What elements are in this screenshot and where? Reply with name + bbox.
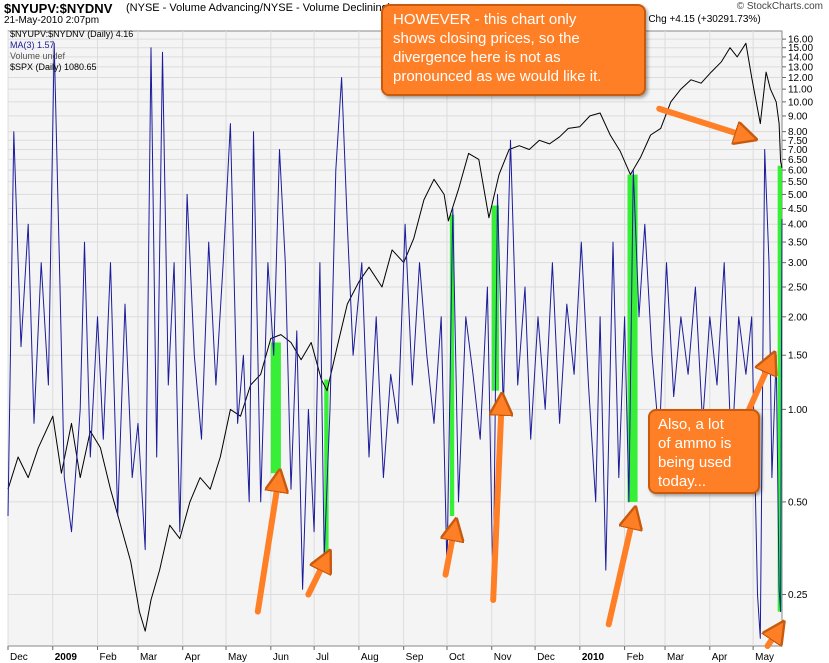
legend-entry-volume: Volume undef: [10, 51, 66, 61]
callout-2-line: being used: [658, 454, 732, 471]
y-tick-label: 3.50: [788, 238, 808, 249]
callout-1-line: shows closing prices, so the: [393, 30, 580, 47]
x-tick-label: Dec: [537, 652, 555, 663]
y-tick-label: 3.00: [788, 258, 808, 269]
x-tick-label: Dec: [10, 652, 28, 663]
highlight-zone: [627, 174, 638, 502]
y-tick-label: 2.00: [788, 312, 808, 323]
x-tick-label: Mar: [140, 652, 158, 663]
x-tick-label: Jul: [316, 652, 329, 663]
x-axis: Dec 2009 Feb Mar Apr May Jun Jul Aug Sep Oct Nov Dec…: [7, 646, 774, 663]
x-tick-label: Mar: [667, 652, 685, 663]
y-tick-label: 5.00: [788, 190, 808, 201]
highlight-zone: [777, 165, 782, 612]
annotation-arrow: [446, 522, 456, 578]
y-tick-label: 4.00: [788, 220, 808, 231]
change-readout: 6 Chg +4.15 (+30291.73%): [640, 14, 761, 25]
y-tick-label: 8.00: [788, 127, 808, 138]
y-tick-label: 0.50: [788, 497, 808, 508]
y-tick-label: 13.00: [788, 62, 813, 73]
y-tick-label: 11.00: [788, 85, 813, 96]
y-tick-label: 2.50: [788, 282, 808, 293]
y-tick-label: 16.00: [788, 35, 813, 46]
ratio-series: [7, 42, 783, 639]
y-tick-label: 4.50: [788, 204, 808, 215]
x-tick-label: Apr: [712, 652, 728, 663]
chart-description: (NYSE - Volume Advancing/NYSE - Volume D…: [126, 2, 392, 14]
x-tick-label: Aug: [361, 652, 379, 663]
x-tick-label: Sep: [406, 652, 424, 663]
stockcharts-brand[interactable]: © StockCharts.com: [736, 1, 823, 12]
highlight-zone: [270, 342, 281, 474]
x-tick-label: May: [755, 652, 774, 663]
annotation-arrow: [493, 397, 502, 603]
highlight-zone: [324, 379, 329, 554]
y-tick-label: 5.50: [788, 177, 808, 188]
chart-date: 21-May-2010 2:07pm: [4, 15, 100, 26]
annotation-arrow: [305, 553, 328, 598]
annotation-arrow: [254, 473, 280, 615]
callout-1-line: HOWEVER - this chart only: [393, 11, 577, 28]
x-tick-label: Feb: [627, 652, 645, 663]
x-tick-label: Jun: [273, 652, 289, 663]
highlight-zone: [449, 214, 455, 517]
callout-divergence-note: HOWEVER - this chart only shows closing …: [381, 4, 646, 96]
annotation-arrow: [605, 510, 635, 628]
ratio-line: [7, 42, 783, 639]
highlight-zones: [270, 165, 782, 612]
x-tick-label: Oct: [449, 652, 465, 663]
callout-2-line: today...: [658, 473, 707, 490]
y-tick-label: 7.00: [788, 145, 808, 156]
annotation-arrow: [656, 105, 753, 139]
legend-entry-spx: $SPX (Daily) 1080.65: [10, 62, 97, 72]
y-tick-label: 1.50: [788, 351, 808, 362]
callout-1-line: divergence here is not as: [393, 49, 561, 66]
x-tick-label: May: [228, 652, 247, 663]
highlight-zone: [491, 205, 499, 391]
y-tick-label: 7.50: [788, 136, 808, 147]
y-tick-label: 15.00: [788, 43, 813, 54]
y-tick-label: 6.50: [788, 155, 808, 166]
y-tick-label: 1.00: [788, 405, 808, 416]
grid: [7, 31, 782, 646]
chart-symbol: $NYUPV:$NYDNV: [4, 1, 113, 16]
y-tick-label: 6.00: [788, 166, 808, 177]
callout-2-line: Also, a lot: [658, 416, 724, 433]
y-tick-label: 9.00: [788, 111, 808, 122]
callout-2-line: of ammo is: [658, 435, 732, 452]
y-tick-label: 10.00: [788, 97, 813, 108]
spx-series: [7, 42, 783, 632]
x-tick-label: 2010: [582, 652, 605, 663]
spx-line: [7, 42, 783, 632]
y-tick-label: 0.25: [788, 590, 808, 601]
annotation-arrow: [768, 624, 782, 649]
x-tick-label: Feb: [100, 652, 118, 663]
y-tick-label: 12.00: [788, 73, 813, 84]
x-tick-label: Apr: [185, 652, 201, 663]
legend-entry-ratio: $NYUPV:$NYDNV (Daily) 4.16: [10, 29, 134, 39]
x-tick-label: Nov: [494, 652, 512, 663]
callout-ammo-note: Also, a lot of ammo is being used today.…: [648, 409, 760, 494]
callout-1-line: pronounced as we would like it.: [393, 68, 602, 85]
x-tick-label: 2009: [55, 652, 78, 663]
y-tick-label: 14.00: [788, 52, 813, 63]
legend-entry-ma: MA(3) 1.57: [10, 40, 55, 50]
